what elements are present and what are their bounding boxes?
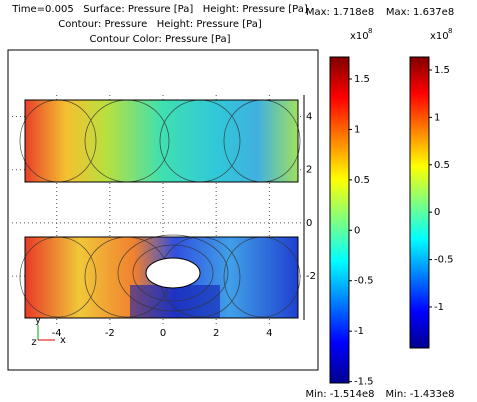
max-label: Max: 1.718e8 [306, 7, 374, 18]
colorbar-tick-label: 1.5 [354, 74, 370, 85]
colorbar-tick-label: 0 [354, 225, 360, 236]
scale-label: x10 [350, 31, 369, 42]
header-line: Contour: Pressure Height: Pressure [Pa] [58, 19, 262, 30]
upper-border [24, 99, 299, 183]
colorbar-tick-label: -0.5 [354, 276, 374, 287]
y-tick-label: -2 [306, 271, 316, 282]
scale-label: x10 [430, 31, 449, 42]
colorbar-tick-label: 1 [434, 112, 440, 123]
colorbar-tick-label: 0.5 [434, 160, 450, 171]
x-tick-label: -2 [105, 328, 115, 339]
colorbar-tick-label: 0.5 [354, 175, 370, 186]
max-label: Max: 1.637e8 [386, 7, 454, 18]
colorbar-tick-label: -1 [354, 326, 364, 337]
colorbar [409, 56, 430, 349]
lower-border [24, 236, 299, 319]
scale-power: 8 [368, 27, 372, 35]
plot-frame [7, 49, 319, 371]
triad-label: z [31, 337, 36, 348]
header-line: Time=0.005 Surface: Pressure [Pa] Height… [11, 4, 308, 15]
colorbar-tick-label: -1 [434, 302, 444, 313]
header: Time=0.005 Surface: Pressure [Pa] Height… [11, 4, 308, 45]
x-tick-label: 0 [160, 328, 166, 339]
y-tick-label: 4 [306, 112, 312, 123]
header-line: Contour Color: Pressure [Pa] [90, 34, 231, 45]
x-tick-label: 2 [213, 328, 219, 339]
colorbar-tick-label: -0.5 [434, 255, 454, 266]
min-label: Min: -1.514e8 [305, 389, 374, 400]
colorbars [329, 56, 432, 384]
min-label: Min: -1.433e8 [385, 389, 454, 400]
colorbar-tick-label: -1.5 [354, 377, 374, 388]
colorbar-tick-label: 1 [354, 124, 360, 135]
hole [145, 257, 201, 289]
axes-triad: y z x [31, 315, 66, 348]
triad-label: y [35, 315, 41, 326]
triad-label: x [60, 335, 66, 346]
colorbar-tick-label: 1.5 [434, 65, 450, 76]
colorbar-tick-label: 0 [434, 207, 440, 218]
scale-power: 8 [448, 27, 452, 35]
y-tick-label: 0 [306, 218, 312, 229]
low-pressure-zone [130, 285, 220, 318]
upper-domain [25, 100, 298, 182]
x-tick-label: -4 [52, 328, 62, 339]
x-tick-label: 4 [266, 328, 272, 339]
y-tick-label: 2 [306, 165, 312, 176]
surface [19, 99, 301, 319]
colorbar [329, 56, 350, 384]
